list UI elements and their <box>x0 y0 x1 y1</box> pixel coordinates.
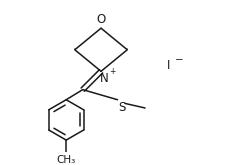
Text: N: N <box>99 72 108 85</box>
Text: CH₃: CH₃ <box>56 155 76 165</box>
Text: −: − <box>174 55 183 65</box>
Text: O: O <box>97 13 106 26</box>
Text: +: + <box>109 67 115 76</box>
Text: S: S <box>118 101 126 114</box>
Text: I: I <box>167 59 170 72</box>
